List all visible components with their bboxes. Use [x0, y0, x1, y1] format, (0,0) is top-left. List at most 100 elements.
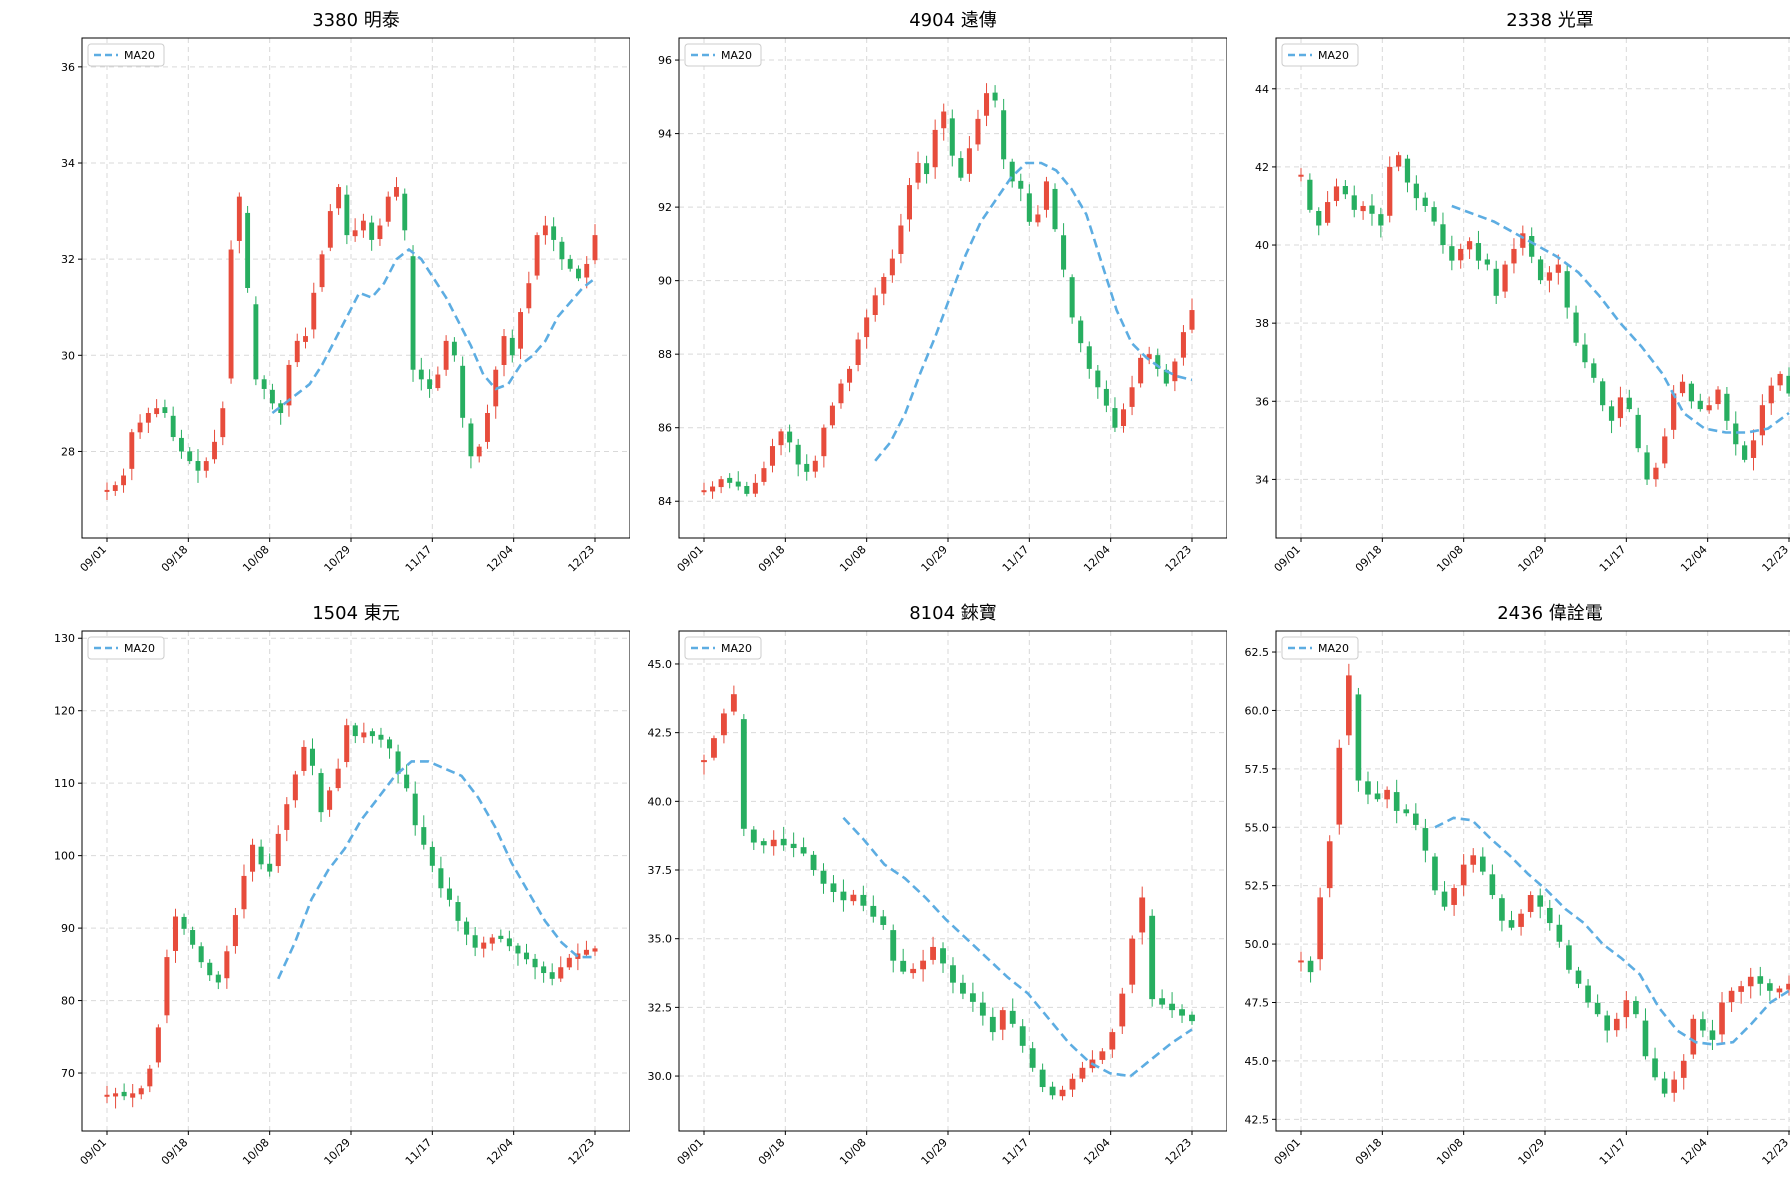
- candle-body: [1189, 310, 1195, 330]
- candle-body: [1786, 983, 1790, 990]
- candle-body: [418, 369, 424, 380]
- candle-body: [810, 854, 817, 871]
- candle-body: [1608, 406, 1615, 421]
- candle-body: [924, 163, 930, 175]
- candle-body: [402, 193, 408, 231]
- candle-body: [1384, 789, 1390, 800]
- y-tick-label: 42.5: [1245, 1113, 1270, 1126]
- legend-box: [684, 636, 762, 660]
- candle-body: [711, 738, 717, 758]
- candle-body: [770, 839, 777, 847]
- chart-svg: 2338 光罩 34 36 38 40 42 44 09/01 09/18 10/08 10/29 1…: [1255, 10, 1790, 575]
- candle-body: [1767, 983, 1773, 991]
- candle-body: [284, 804, 290, 830]
- candle-body: [855, 339, 861, 365]
- candle-body: [778, 431, 784, 446]
- candle-body: [1511, 248, 1517, 264]
- candle-body: [509, 337, 515, 356]
- candle-body: [155, 1027, 161, 1063]
- candle-body: [1489, 874, 1496, 896]
- candle-body: [301, 746, 307, 771]
- y-tick-label: 94: [658, 128, 672, 141]
- candle-body: [1146, 354, 1152, 360]
- candle-body: [838, 383, 844, 404]
- candle-body: [1163, 369, 1169, 384]
- candle-body: [1594, 1002, 1601, 1015]
- candle-body: [1009, 1010, 1016, 1024]
- x-tick-label: 10/08: [1434, 543, 1466, 575]
- candle-body: [468, 423, 474, 457]
- candle-body: [212, 441, 217, 460]
- legend: MA20: [87, 43, 165, 67]
- candle-body: [1786, 375, 1790, 394]
- candle-body: [1061, 235, 1067, 270]
- legend: MA20: [87, 636, 165, 660]
- legend-label: MA20: [1318, 642, 1349, 655]
- candle-body: [870, 905, 877, 917]
- candle-body: [1466, 241, 1473, 250]
- x-tick-label: 12/04: [1678, 543, 1710, 575]
- candle-body: [1502, 264, 1508, 292]
- candle-body: [245, 212, 251, 288]
- candle-body: [915, 163, 921, 183]
- candle-body: [121, 1091, 127, 1097]
- candle-body: [541, 966, 547, 974]
- candle-body: [147, 1068, 153, 1087]
- candle-body: [1169, 1003, 1176, 1011]
- candle-body: [1776, 988, 1783, 993]
- candle-body: [1103, 388, 1109, 406]
- candle-body: [506, 938, 512, 947]
- candle-body: [1179, 1009, 1185, 1016]
- candle-body: [412, 793, 418, 826]
- chart-panel: 1504 東元 70 80 90 100 110 120 130 09/01 09/18 10/08…: [40, 603, 631, 1187]
- chart-title: 3380 明泰: [312, 10, 400, 31]
- y-tick-label: 40: [1255, 239, 1269, 252]
- candle-body: [1527, 895, 1534, 912]
- y-tick-label: 70: [61, 1067, 75, 1080]
- x-tick-label: 11/17: [1000, 1136, 1032, 1168]
- candle-body: [1365, 781, 1371, 795]
- candle-body: [261, 379, 267, 389]
- candle-body: [999, 1010, 1006, 1030]
- candle-body: [1413, 183, 1419, 199]
- candle-body: [718, 479, 724, 488]
- candle-body: [532, 958, 538, 968]
- legend: MA20: [1281, 636, 1359, 660]
- candle-body: [1652, 1058, 1658, 1078]
- candle-body: [1671, 393, 1677, 430]
- candle-body: [489, 937, 495, 944]
- candle-body: [1613, 1018, 1620, 1031]
- candle-body: [804, 463, 810, 472]
- ma20-line: [1434, 816, 1790, 1046]
- y-tick-label: 38: [1255, 317, 1269, 330]
- candle-body: [1508, 920, 1515, 928]
- candle-body: [518, 312, 523, 349]
- candle-body: [1069, 277, 1075, 318]
- candle-body: [1099, 1051, 1106, 1060]
- candle-body: [1172, 361, 1178, 382]
- chart-svg: 3380 明泰 28 30 32 34 36 09/01 09/18 10/08 10/29 11/…: [61, 10, 631, 575]
- candle-body: [1662, 436, 1668, 464]
- candle-body: [1706, 405, 1712, 411]
- candle-body: [1155, 355, 1161, 369]
- candle-body: [526, 283, 532, 309]
- x-tick-label: 09/18: [756, 1136, 788, 1168]
- y-tick-label: 42.5: [648, 727, 673, 740]
- candle-body: [1035, 214, 1041, 223]
- candle-body: [352, 230, 358, 237]
- candle-body: [1585, 985, 1591, 1003]
- y-tick-label: 44: [1255, 83, 1269, 96]
- chart-title: 1504 東元: [312, 603, 400, 624]
- candle-body: [303, 336, 308, 342]
- y-tick-label: 30.0: [648, 1070, 673, 1083]
- x-tick-label: 09/01: [1272, 543, 1304, 575]
- candle-body: [1018, 180, 1024, 189]
- x-tick-label: 09/18: [159, 1136, 191, 1168]
- y-tick-label: 28: [61, 445, 75, 458]
- candle-body: [1026, 193, 1032, 222]
- candle-body: [446, 888, 452, 900]
- candle-body: [179, 437, 184, 452]
- candle-body: [1499, 898, 1505, 921]
- candle-body: [534, 235, 540, 276]
- candle-body: [744, 486, 750, 494]
